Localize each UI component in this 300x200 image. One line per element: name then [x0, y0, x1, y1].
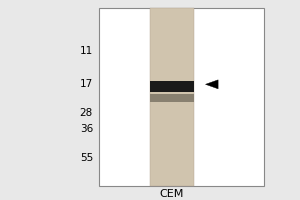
- Bar: [99, 8, 264, 186]
- Bar: [150, 8, 194, 186]
- Bar: [150, 94, 194, 102]
- Bar: [150, 81, 194, 92]
- Text: 17: 17: [80, 79, 93, 89]
- Text: 36: 36: [80, 124, 93, 134]
- Polygon shape: [206, 80, 218, 89]
- Text: CEM: CEM: [160, 189, 184, 199]
- Text: 28: 28: [80, 108, 93, 118]
- Text: 55: 55: [80, 153, 93, 163]
- Text: 11: 11: [80, 46, 93, 56]
